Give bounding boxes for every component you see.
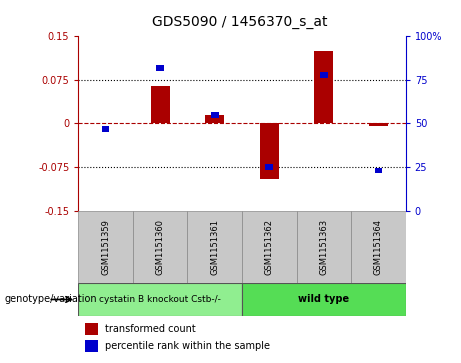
Bar [314,51,333,123]
Bar [156,65,164,70]
Text: percentile rank within the sample: percentile rank within the sample [105,341,270,351]
Bar [320,72,328,78]
Bar [78,211,133,283]
Bar [242,283,406,316]
Text: GSM1151362: GSM1151362 [265,219,274,275]
Text: GSM1151360: GSM1151360 [156,219,165,275]
Text: GSM1151359: GSM1151359 [101,219,110,275]
Bar [85,323,98,335]
Bar [188,211,242,283]
Bar [211,112,219,118]
Bar [85,340,98,352]
Bar [296,211,351,283]
Bar [133,211,188,283]
Text: wild type: wild type [298,294,349,305]
Text: GDS5090 / 1456370_s_at: GDS5090 / 1456370_s_at [152,15,327,29]
Text: transformed count: transformed count [105,324,195,334]
Text: GSM1151364: GSM1151364 [374,219,383,275]
Bar [260,123,279,179]
Text: GSM1151363: GSM1151363 [319,219,328,275]
Bar [242,211,296,283]
Text: genotype/variation: genotype/variation [5,294,97,305]
Bar [375,168,382,174]
Bar [351,211,406,283]
Text: GSM1151361: GSM1151361 [210,219,219,275]
Bar [78,283,242,316]
Text: cystatin B knockout Cstb-/-: cystatin B knockout Cstb-/- [99,295,221,304]
Bar [102,126,109,131]
Bar [205,115,225,123]
Bar [369,123,388,126]
Bar [151,86,170,123]
Bar [266,164,273,170]
